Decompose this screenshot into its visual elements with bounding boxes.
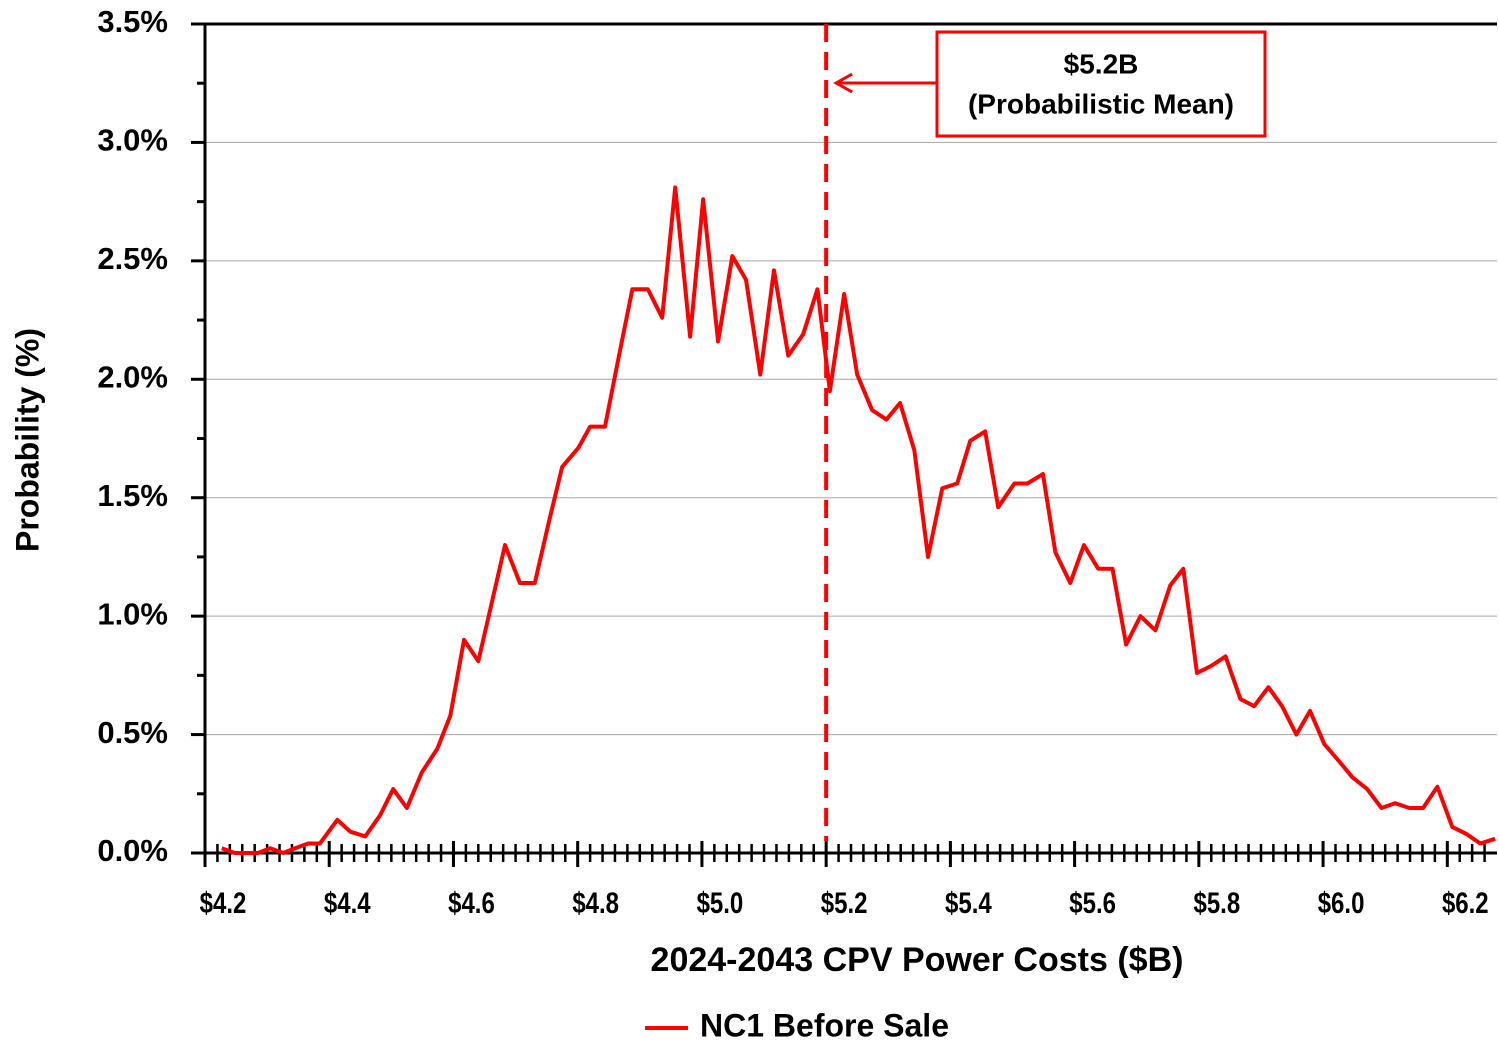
annotation-box [935, 30, 1267, 138]
x-tick-label: $5.6 [1069, 885, 1116, 919]
y-tick-label: 0.5% [97, 715, 168, 750]
x-tick-label: $5.0 [697, 885, 744, 919]
y-tick-label: 3.0% [97, 123, 168, 158]
legend-label: NC1 Before Sale [700, 1007, 949, 1043]
y-tick-label: 2.5% [97, 241, 168, 276]
x-tick-label: $6.2 [1442, 885, 1489, 919]
x-tick-label: $5.8 [1193, 885, 1240, 919]
y-tick-label: 1.5% [97, 478, 168, 513]
x-tick-label: $4.2 [200, 885, 247, 919]
x-tick-label: $5.2 [821, 885, 868, 919]
y-tick-label: 1.0% [97, 596, 168, 631]
x-tick-label: $5.4 [945, 885, 992, 919]
annotation-text: $5.2B [1064, 48, 1139, 79]
data-line [221, 185, 1496, 855]
y-axis-title: Probability (%) [9, 328, 45, 552]
y-tick-label: 2.0% [97, 359, 168, 394]
y-tick-label: 3.5% [97, 4, 168, 39]
x-axis-title: 2024-2043 CPV Power Costs ($B) [651, 941, 1184, 979]
x-tick-label: $6.0 [1318, 885, 1365, 919]
arrow-head [833, 72, 853, 94]
annotation-text: (Probabilistic Mean) [968, 88, 1234, 119]
x-tick-label: $4.6 [448, 885, 495, 919]
x-tick-label: $4.4 [324, 885, 371, 919]
x-tick-label: $4.8 [572, 885, 619, 919]
y-tick-label: 0.0% [97, 833, 168, 868]
